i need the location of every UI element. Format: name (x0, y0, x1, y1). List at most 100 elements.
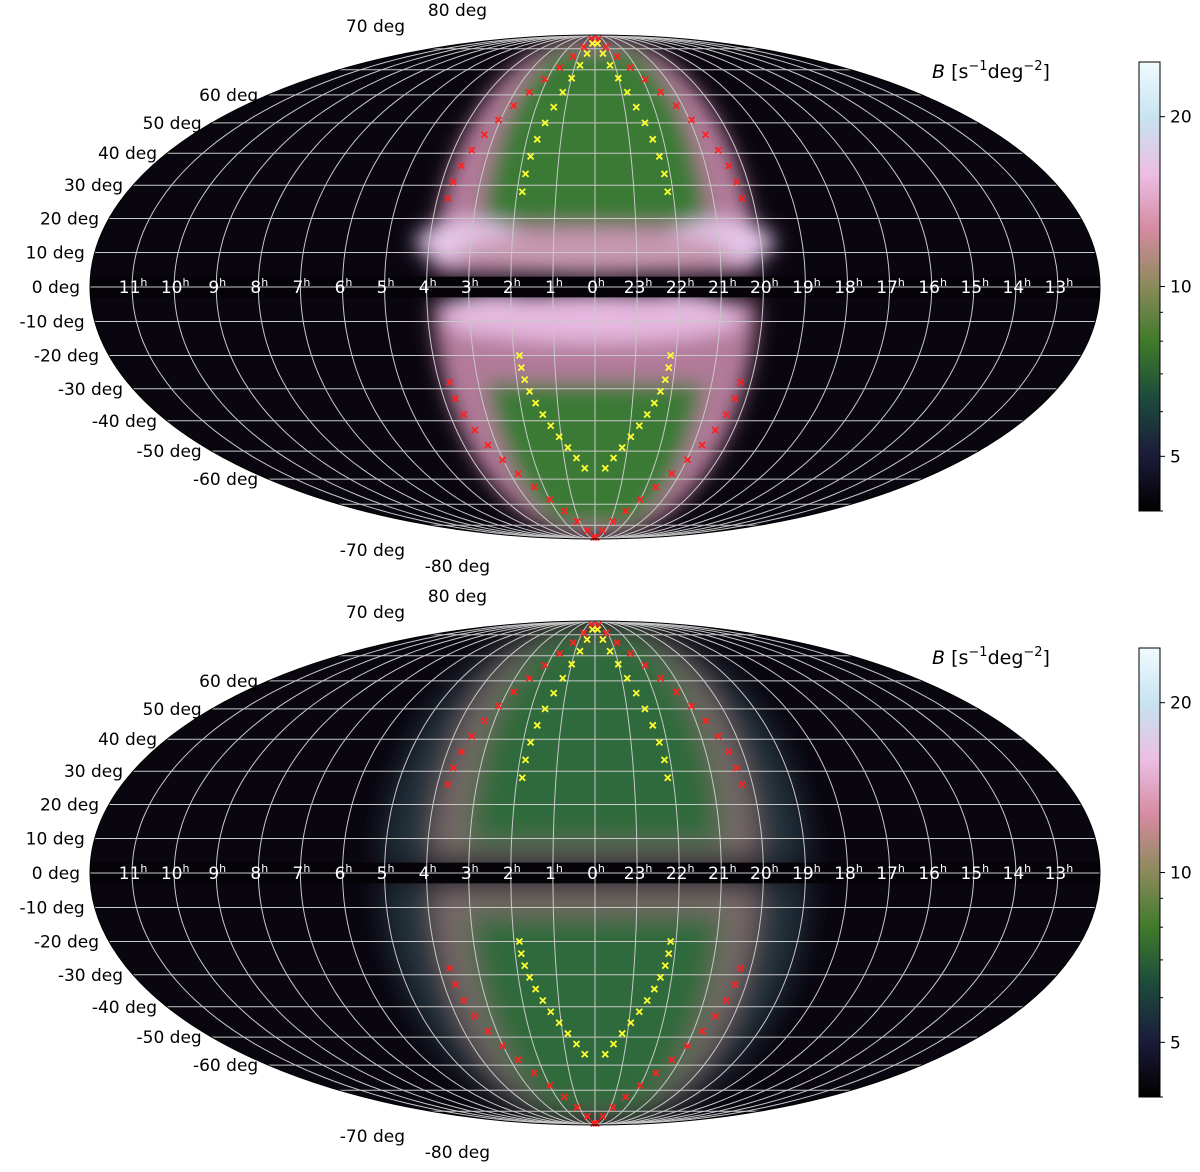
skymap-panel-top: 80 deg 70 deg 60 deg 50 deg 40 deg 30 deg 20 d… (20, 1, 1192, 577)
yellow-marker (601, 1050, 609, 1058)
red-marker (652, 1069, 660, 1077)
red-marker (556, 649, 564, 658)
colorbar (1138, 61, 1161, 512)
lat-tick-label: -30 deg (58, 966, 123, 986)
red-marker (510, 688, 518, 696)
lat-tick-label: -50 deg (137, 442, 202, 462)
yellow-marker (661, 961, 669, 970)
red-marker (722, 410, 730, 419)
red-marker (498, 1042, 507, 1050)
red-marker (687, 702, 696, 710)
red-marker (656, 674, 665, 682)
red-marker (613, 52, 621, 61)
yellow-marker (521, 756, 530, 764)
red-marker (738, 194, 746, 203)
red-marker (460, 996, 468, 1005)
red-marker (725, 748, 733, 756)
red-marker (636, 1081, 644, 1090)
meridian-line (299, 35, 596, 539)
yellow-marker (643, 410, 651, 419)
ra-tick-label: 18h (834, 862, 863, 884)
yellow-marker (656, 973, 665, 982)
red-marker (451, 394, 459, 403)
yellow-marker (541, 705, 549, 713)
yellow-marker (521, 375, 529, 384)
yellow-marker (666, 351, 675, 360)
yellow-marker (593, 39, 602, 48)
meridian-line (341, 621, 596, 1125)
red-marker (583, 526, 591, 535)
red-marker (725, 162, 733, 170)
red-marker (471, 426, 479, 434)
yellow-marker (576, 61, 584, 69)
yellow-marker (583, 635, 591, 644)
red-marker (449, 178, 457, 186)
ra-tick-label: 6h (335, 276, 353, 298)
red-marker (510, 102, 518, 110)
red-marker (731, 980, 739, 989)
yellow-marker (609, 1040, 618, 1048)
ra-tick-label: 2h (503, 862, 521, 884)
meridian-line (594, 35, 1059, 539)
lat-tick-label: -10 deg (20, 898, 85, 918)
red-marker (701, 717, 710, 725)
ra-tick-label: 0h (587, 862, 605, 884)
ra-tick-label: 17h (876, 276, 905, 298)
lat-tick-label: 30 deg (64, 762, 123, 782)
yellow-marker (532, 399, 540, 407)
lat-tick-label: -30 deg (58, 380, 123, 400)
meridian-line (552, 621, 596, 1125)
yellow-marker (623, 88, 631, 96)
red-marker (556, 63, 564, 72)
red-marker (683, 456, 692, 464)
red-marker (468, 146, 476, 154)
yellow-marker (643, 996, 651, 1005)
meridian-line (510, 35, 596, 539)
yellow-marker (550, 103, 558, 111)
red-marker (733, 764, 741, 772)
meridian-line (594, 35, 764, 539)
yellow-marker (656, 387, 665, 396)
lat-tick-label: 0 deg (32, 864, 80, 884)
red-marker (626, 649, 634, 658)
red-marker (731, 394, 739, 403)
red-marker (525, 88, 534, 96)
yellow-marker (664, 188, 672, 196)
ra-tick-label: 14h (1003, 862, 1032, 884)
meridian-line (426, 35, 596, 539)
yellow-marker (581, 1050, 589, 1058)
meridian-line (594, 621, 638, 1125)
yellow-marker (606, 61, 614, 69)
ra-tick-label: 3h (461, 862, 479, 884)
red-marker (733, 178, 741, 186)
yellow-marker (547, 1008, 555, 1016)
yellow-marker (641, 119, 649, 127)
colorbar (1138, 647, 1161, 1098)
ra-tick-label: 21h (708, 862, 737, 884)
lat-tick-label: 50 deg (143, 700, 202, 720)
ra-tick-label: 19h (792, 276, 821, 298)
ra-tick-label: 4h (419, 862, 437, 884)
lat-tick-label: 70 deg (346, 603, 405, 623)
ra-tick-label: 3h (461, 276, 479, 298)
yellow-marker (517, 949, 525, 958)
meridian-line (594, 621, 1017, 1125)
red-marker (656, 88, 665, 96)
red-marker (580, 43, 588, 51)
meridian-line (594, 35, 891, 539)
ra-tick-label: 22h (666, 276, 695, 298)
yellow-marker (568, 660, 576, 668)
lat-tick-label: 0 deg (32, 278, 80, 298)
red-marker (641, 661, 649, 670)
ra-tick-label: 13h (1045, 862, 1074, 884)
ra-tick-label: 7h (293, 862, 311, 884)
lat-tick-label: 50 deg (143, 114, 202, 134)
yellow-marker (583, 49, 591, 58)
yellow-marker (614, 660, 622, 668)
red-marker (514, 1056, 522, 1064)
red-marker (546, 1081, 554, 1090)
yellow-marker (606, 647, 614, 655)
lat-tick-label: -20 deg (34, 933, 99, 953)
